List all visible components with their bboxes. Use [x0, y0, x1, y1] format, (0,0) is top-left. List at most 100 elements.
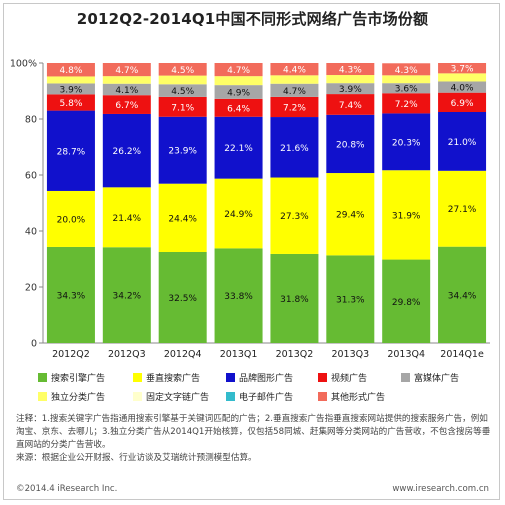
legend-swatch — [401, 373, 410, 382]
bar-segment — [158, 84, 207, 97]
bar-segment — [382, 63, 431, 76]
data-label: 31.9% — [392, 211, 421, 221]
bar-segment — [46, 246, 95, 343]
chart-notes: 注释：1.搜索关键字广告指通用搜索引擎基于关键词匹配的广告；2.垂直搜索广告指垂… — [16, 413, 494, 465]
bar-segment — [438, 73, 487, 82]
legend-swatch — [133, 373, 142, 382]
data-label: 20.0% — [57, 215, 86, 225]
data-label: 3.9% — [339, 85, 362, 95]
bar-segment — [438, 92, 487, 112]
bar-segment — [46, 190, 95, 247]
bar-segment — [382, 93, 431, 114]
data-label: 26.2% — [113, 147, 142, 157]
data-label: 3.6% — [395, 85, 418, 95]
legend-label: 独立分类广告 — [51, 393, 106, 403]
bar-segment — [102, 63, 151, 77]
data-label: 4.3% — [395, 66, 418, 76]
data-label: 28.7% — [57, 147, 86, 157]
data-label: 33.8% — [224, 292, 253, 302]
bar-segment — [214, 98, 263, 117]
bar-segment — [438, 170, 487, 247]
legend-label: 视频广告 — [331, 374, 368, 384]
legend-label: 搜索引擎广告 — [51, 374, 106, 384]
legend-label: 品牌图形广告 — [239, 374, 294, 384]
x-tick-label: 2013Q1 — [220, 349, 258, 360]
legend-swatch — [226, 392, 235, 401]
bar-segment — [102, 95, 151, 114]
bar-segment — [438, 81, 487, 93]
x-tick-label: 2012Q2 — [52, 349, 90, 360]
bar-segment — [326, 75, 375, 84]
bar-segment — [214, 76, 263, 86]
data-label: 3.9% — [60, 85, 83, 95]
bar-segment — [214, 248, 263, 343]
data-label: 7.4% — [339, 101, 362, 111]
data-label: 22.1% — [224, 144, 253, 154]
data-label: 4.7% — [115, 66, 138, 76]
data-label: 31.8% — [280, 295, 309, 305]
legend-item: 电子邮件广告 — [226, 390, 293, 403]
bar-segment — [326, 83, 375, 95]
legend-label: 垂直搜索广告 — [146, 374, 201, 384]
data-label: 4.4% — [283, 66, 306, 76]
bar-segment — [158, 116, 207, 184]
bar-segment — [102, 187, 151, 248]
website-text: www.iresearch.com.cn — [392, 484, 489, 494]
bar-segment — [46, 110, 95, 191]
bar-segment — [46, 76, 95, 84]
bar-segment — [270, 75, 319, 84]
bar-segment — [158, 252, 207, 343]
legend-item: 富媒体广告 — [401, 371, 459, 384]
chart-title: 2012Q2-2014Q1中国不同形式网络广告市场份额 — [76, 10, 429, 28]
y-tick-label: 100% — [10, 59, 37, 70]
data-label: 6.4% — [227, 104, 250, 114]
data-label: 4.0% — [451, 84, 474, 94]
data-label: 23.9% — [168, 147, 197, 157]
data-label: 27.1% — [448, 205, 477, 215]
legend-item: 固定文字链广告 — [133, 390, 209, 403]
bar-segment — [382, 75, 431, 84]
legend-label: 固定文字链广告 — [146, 393, 210, 403]
bar-segment — [46, 63, 95, 77]
bar-segment — [214, 85, 263, 99]
legend-swatch — [226, 373, 235, 382]
data-label: 4.1% — [115, 86, 138, 96]
data-label: 21.0% — [448, 138, 477, 148]
bar-segment — [382, 113, 431, 171]
legend-label: 富媒体广告 — [414, 374, 460, 384]
bar-segment — [102, 247, 151, 343]
legend-swatch — [318, 373, 327, 382]
bar-segment — [326, 94, 375, 115]
bar-segment — [326, 63, 375, 76]
data-label: 21.4% — [113, 214, 142, 224]
bar-segment — [270, 96, 319, 118]
legend-swatch — [133, 392, 142, 401]
bar-segment — [270, 177, 319, 254]
data-label: 32.5% — [168, 294, 197, 304]
bar-segment — [326, 114, 375, 174]
data-label: 7.2% — [283, 103, 306, 113]
bar-segment — [438, 112, 487, 171]
data-label: 24.4% — [168, 214, 197, 224]
data-label: 34.2% — [113, 292, 142, 302]
data-label: 4.9% — [227, 88, 250, 98]
data-label: 7.2% — [395, 100, 418, 110]
x-tick-label: 2012Q4 — [164, 349, 202, 360]
legend-item: 视频广告 — [318, 371, 367, 384]
bar-segment — [382, 83, 431, 94]
notes-line-1: 注释：1.搜索关键字广告指通用搜索引擎基于关键词匹配的广告；2.垂直搜索广告指垂… — [16, 414, 491, 450]
legend-item: 搜索引擎广告 — [38, 371, 105, 384]
data-label: 27.3% — [280, 212, 309, 222]
data-label: 21.6% — [280, 144, 309, 154]
legend-item: 垂直搜索广告 — [133, 371, 200, 384]
bar-segment — [214, 63, 263, 77]
data-label: 4.8% — [60, 66, 83, 76]
data-label: 31.3% — [336, 296, 365, 306]
x-tick-label: 2013Q3 — [331, 349, 369, 360]
copyright-text: ©2014.4 iResearch Inc. — [16, 484, 118, 494]
legend-item: 独立分类广告 — [38, 390, 105, 403]
bar-segment — [438, 246, 487, 343]
data-label: 29.8% — [392, 298, 421, 308]
x-tick-label: 2013Q2 — [276, 349, 314, 360]
bar-segment — [102, 83, 151, 96]
